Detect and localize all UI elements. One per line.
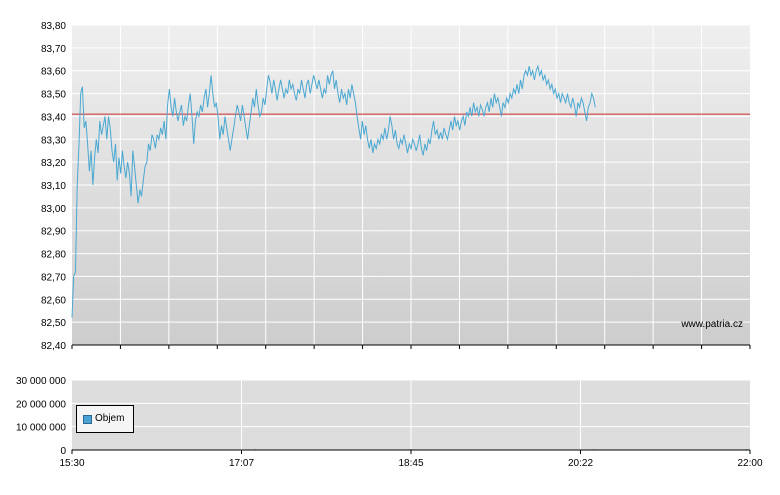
price-y-tick-label: 83,20 [41,158,66,169]
volume-legend-swatch [83,415,92,424]
price-x-ticks [71,345,751,349]
price-y-tick-label: 83,00 [41,204,66,215]
price-y-tick-label: 83,30 [41,135,66,146]
price-y-tick-label: 83,60 [41,67,66,78]
price-y-tick-label: 82,60 [41,295,66,306]
price-y-tick-label: 82,70 [41,272,66,283]
volume-x-tick-label: 20:22 [568,458,593,469]
volume-y-axis: 30 000 000 20 000 000 10 000 000 0 [16,376,67,457]
volume-x-axis: 15:30 17:07 18:45 20:22 22:00 [59,450,763,469]
price-y-tick-label: 82,90 [41,227,66,238]
price-y-tick-label: 82,50 [41,318,66,329]
volume-x-tick-label: 15:30 [59,458,84,469]
watermark: www.patria.cz [680,319,743,330]
volume-legend: Objem [76,405,134,433]
volume-x-tick-label: 17:07 [229,458,254,469]
volume-x-tick-label: 22:00 [737,458,762,469]
price-y-tick-label: 83,10 [41,181,66,192]
volume-y-tick-label: 0 [60,446,66,457]
volume-y-tick-label: 10 000 000 [16,423,66,434]
price-y-tick-label: 82,80 [41,250,66,261]
price-y-tick-label: 83,70 [41,44,66,55]
volume-legend-label: Objem [95,413,125,424]
volume-y-tick-label: 30 000 000 [16,376,66,387]
price-y-axis: 83,80 83,70 83,60 83,50 83,40 83,30 83,20 83,10… [41,21,66,352]
price-y-tick-label: 83,80 [41,21,66,32]
price-y-tick-label: 82,40 [41,341,66,352]
volume-y-tick-label: 20 000 000 [16,399,66,410]
volume-x-tick-label: 18:45 [398,458,423,469]
price-series-line [71,64,596,318]
price-y-tick-label: 83,40 [41,112,66,123]
price-y-tick-label: 83,50 [41,90,66,101]
